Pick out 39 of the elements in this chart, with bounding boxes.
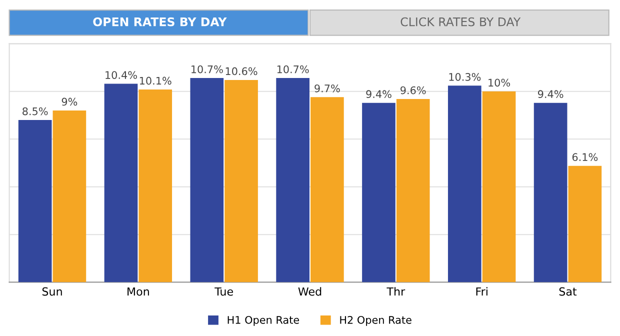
- bar: [224, 80, 258, 282]
- x-tick-label: Sat: [559, 287, 577, 296]
- legend-label: H2 Open Rate: [340, 316, 412, 326]
- bar: [276, 78, 310, 282]
- data-label: 6.1%: [572, 153, 598, 162]
- bar: [534, 102, 568, 282]
- data-label: 10.3%: [449, 72, 481, 81]
- bar: [190, 78, 224, 282]
- x-tick-label: Thr: [386, 287, 406, 296]
- x-tick-label: Mon: [128, 287, 149, 296]
- x-tick-label: Fri: [476, 287, 488, 296]
- data-label: 10%: [488, 78, 510, 87]
- x-tick-label: Tue: [214, 287, 233, 296]
- x-tick-label: Wed: [298, 287, 322, 296]
- text: CLICK RATES BY DAY: [400, 17, 521, 26]
- x-tick-label: Sun: [42, 287, 62, 296]
- data-label: 9.6%: [400, 86, 426, 94]
- data-label: 8.5%: [22, 107, 48, 116]
- bar: [448, 86, 482, 282]
- data-label: 10.4%: [106, 71, 137, 79]
- bar: [482, 91, 516, 282]
- data-label: 10.7%: [192, 65, 223, 74]
- bar: [568, 166, 602, 282]
- bar: [310, 97, 344, 282]
- bar: [52, 110, 86, 282]
- bar: [396, 99, 430, 282]
- data-label: 9.7%: [314, 84, 340, 92]
- data-label: 9%: [62, 98, 78, 106]
- data-label: 10.1%: [140, 76, 172, 85]
- bar: [18, 120, 52, 282]
- data-label: 10.7%: [277, 65, 309, 74]
- legend-label: H1 Open Rate: [228, 316, 300, 326]
- data-label: 9.4%: [366, 90, 392, 98]
- data-label: 9.4%: [538, 90, 564, 98]
- bar: [362, 102, 396, 282]
- chart-title: OPEN RATES BY DAY: [93, 17, 227, 26]
- data-label: 10.6%: [226, 67, 258, 76]
- bar: [138, 89, 172, 282]
- bar: [104, 84, 138, 282]
